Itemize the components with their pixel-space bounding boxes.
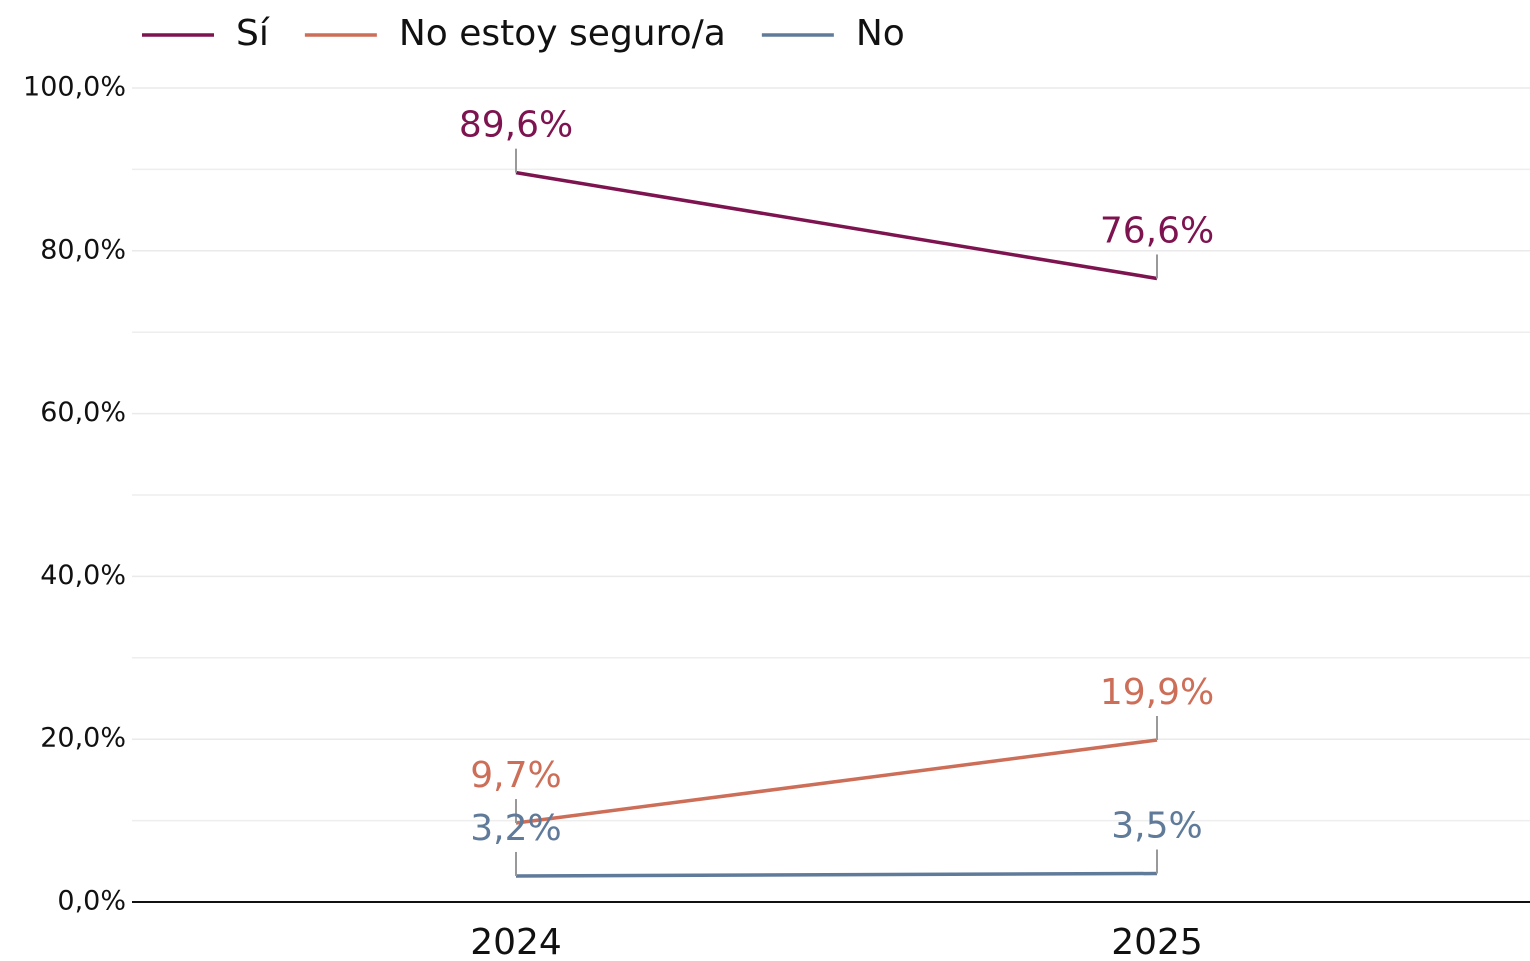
- legend-label: No: [856, 13, 905, 54]
- series-line: [515, 738, 1158, 825]
- x-tick-label: 2024: [470, 922, 562, 961]
- value-label: 3,2%: [470, 808, 561, 849]
- value-label: 9,7%: [470, 755, 561, 796]
- y-tick-label: 40,0%: [40, 560, 126, 591]
- series-line: [515, 871, 1158, 878]
- y-tick-label: 0,0%: [57, 886, 126, 917]
- y-tick-label: 60,0%: [40, 397, 126, 428]
- y-tick-label: 80,0%: [40, 234, 126, 265]
- series-line: [515, 170, 1158, 281]
- value-label: 76,6%: [1100, 210, 1214, 251]
- value-label: 3,5%: [1111, 806, 1202, 847]
- y-tick-label: 100,0%: [23, 72, 126, 103]
- legend-label: Sí: [236, 13, 270, 54]
- y-tick-label: 20,0%: [40, 723, 126, 754]
- value-label: 19,9%: [1100, 672, 1214, 713]
- legend-label: No estoy seguro/a: [399, 13, 726, 54]
- x-tick-label: 2025: [1111, 922, 1203, 961]
- value-label: 89,6%: [459, 105, 573, 146]
